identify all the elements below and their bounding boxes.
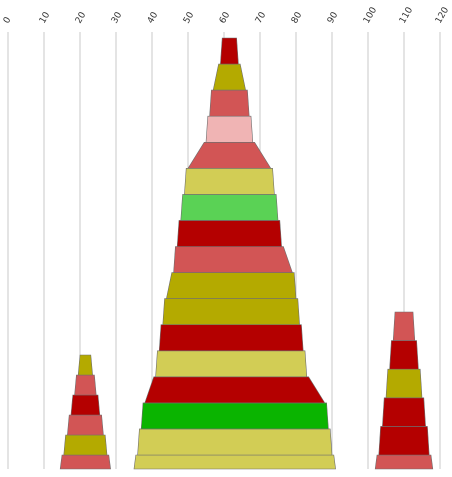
stack-2-segment-9 bbox=[173, 246, 293, 273]
stack-2-segment-17 bbox=[220, 37, 239, 65]
stack-2-segment-14 bbox=[205, 115, 254, 143]
stack-2-segment-15 bbox=[209, 89, 250, 117]
x-tick-label: 60 bbox=[218, 10, 233, 25]
stack-2-segment-8 bbox=[166, 272, 297, 299]
stack-3-segment-4 bbox=[385, 368, 423, 399]
stack-2-segment-4 bbox=[144, 376, 326, 404]
x-tick-label: 80 bbox=[290, 10, 305, 25]
x-axis-tick-labels: 0 10 20 30 40 50 60 70 80 90 100 110 120 bbox=[2, 5, 451, 25]
stack-3-segment-2 bbox=[378, 426, 430, 456]
stack-2-segment-2 bbox=[137, 428, 333, 456]
x-tick-label: 40 bbox=[146, 10, 161, 25]
stack-1-segment-4 bbox=[70, 394, 101, 416]
stack-2-segment-5 bbox=[155, 350, 308, 378]
x-tick-label: 90 bbox=[326, 10, 341, 25]
stack-2-segment-11 bbox=[180, 194, 279, 221]
stack-3-segment-3 bbox=[382, 397, 426, 427]
x-tick-label: 0 bbox=[2, 15, 14, 25]
stack-2-segment-16 bbox=[212, 63, 246, 91]
stack-2-segment-12 bbox=[184, 168, 275, 195]
stack-3-segment-5 bbox=[389, 340, 419, 370]
x-tick-label: 50 bbox=[182, 10, 197, 25]
x-tick-label: 30 bbox=[110, 10, 125, 25]
stack-2-segment-7 bbox=[162, 298, 300, 326]
stack-1-segment-5 bbox=[74, 374, 97, 396]
x-tick-label: 100 bbox=[362, 5, 379, 25]
x-tick-label: 10 bbox=[38, 10, 53, 25]
segment-layer bbox=[59, 37, 434, 470]
stack-1-segment-6 bbox=[77, 354, 93, 376]
stack-2-segment-13 bbox=[187, 142, 272, 169]
stack-3-segment-1 bbox=[374, 454, 434, 470]
stack-2-segment-6 bbox=[158, 324, 304, 352]
stack-2-segment-1 bbox=[133, 454, 336, 470]
stack-3-segment-6 bbox=[392, 311, 416, 341]
stack-2-segment-10 bbox=[176, 220, 282, 247]
stack-1-segment-3 bbox=[67, 414, 104, 436]
x-tick-label: 70 bbox=[254, 10, 269, 25]
x-tick-label: 20 bbox=[74, 10, 89, 25]
stack-1-segment-2 bbox=[63, 434, 108, 456]
stack-1-segment-1 bbox=[59, 454, 111, 470]
x-tick-label: 110 bbox=[398, 5, 415, 25]
x-tick-label: 120 bbox=[434, 5, 451, 25]
stack-2-segment-3 bbox=[140, 402, 329, 430]
